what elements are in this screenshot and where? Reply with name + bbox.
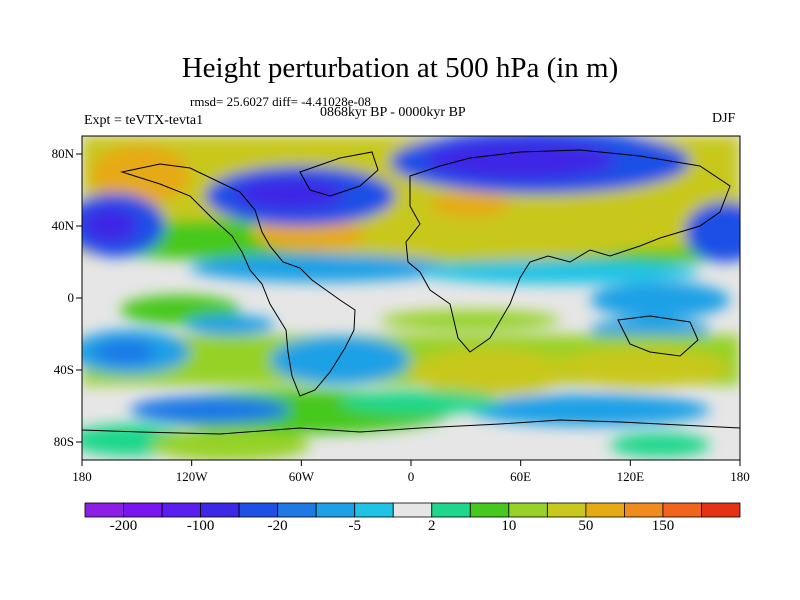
colorbar-tick-label: -100 [186, 518, 215, 534]
lat-tick-label: 40S [53, 362, 74, 377]
colorbar-box [469, 502, 510, 518]
colorbar-box [277, 502, 317, 518]
colorbar-tick-label: 2 [428, 518, 436, 534]
contour-field [82, 136, 740, 460]
colorbar-box [624, 502, 664, 518]
colorbar-box [546, 502, 587, 518]
anomaly-blobs [82, 136, 740, 460]
colorbar-box [123, 502, 163, 518]
colorbar-box [701, 502, 741, 518]
colorbar-tick-label: 50 [578, 518, 594, 534]
lat-tick-marks [76, 153, 82, 443]
colorbar-box [161, 502, 201, 518]
period-text: 0868kyr BP - 0000kyr BP [320, 105, 466, 120]
colorbar-box [508, 502, 548, 518]
colorbar [84, 502, 741, 518]
lon-tick-label: 60E [510, 469, 532, 484]
lon-tick-marks [81, 460, 741, 466]
season-label: DJF [712, 111, 736, 126]
lon-tick-label: 0 [407, 469, 415, 484]
stats-text: rmsd= 25.6027 diff= -4.41028e-08 [190, 94, 371, 109]
colorbar-box [392, 502, 433, 518]
colorbar-box [238, 502, 279, 518]
lon-tick-label: 180 [730, 469, 750, 484]
colorbar-box [585, 502, 625, 518]
lon-tick-label: 60W [288, 469, 314, 484]
lat-tick-label: 80N [51, 146, 74, 161]
colorbar-box [662, 502, 702, 518]
lon-tick-label: 180 [72, 469, 92, 484]
experiment-label: Expt = teVTX-tevta1 [84, 113, 204, 128]
colorbar-tick-label: -20 [267, 518, 288, 534]
colorbar-box [354, 502, 394, 518]
colorbar-tick-label: 10 [501, 518, 517, 534]
colorbar-tick-label: -5 [348, 518, 361, 534]
colorbar-box [84, 502, 124, 518]
lat-tick-label: 40N [51, 218, 74, 233]
lon-tick-label: 120E [616, 469, 645, 484]
colorbar-tick-label: 150 [651, 518, 675, 534]
coastlines [82, 149, 740, 435]
lon-tick-label: 120W [175, 469, 208, 484]
colorbar-box [431, 502, 471, 518]
lat-tick-label: 80S [53, 434, 74, 449]
chart-title: Height perturbation at 500 hPa (in m) [181, 52, 619, 84]
colorbar-tick-label: -200 [109, 518, 138, 534]
colorbar-box [200, 502, 240, 518]
colorbar-box [315, 502, 356, 518]
lat-tick-label: 0 [67, 290, 75, 305]
